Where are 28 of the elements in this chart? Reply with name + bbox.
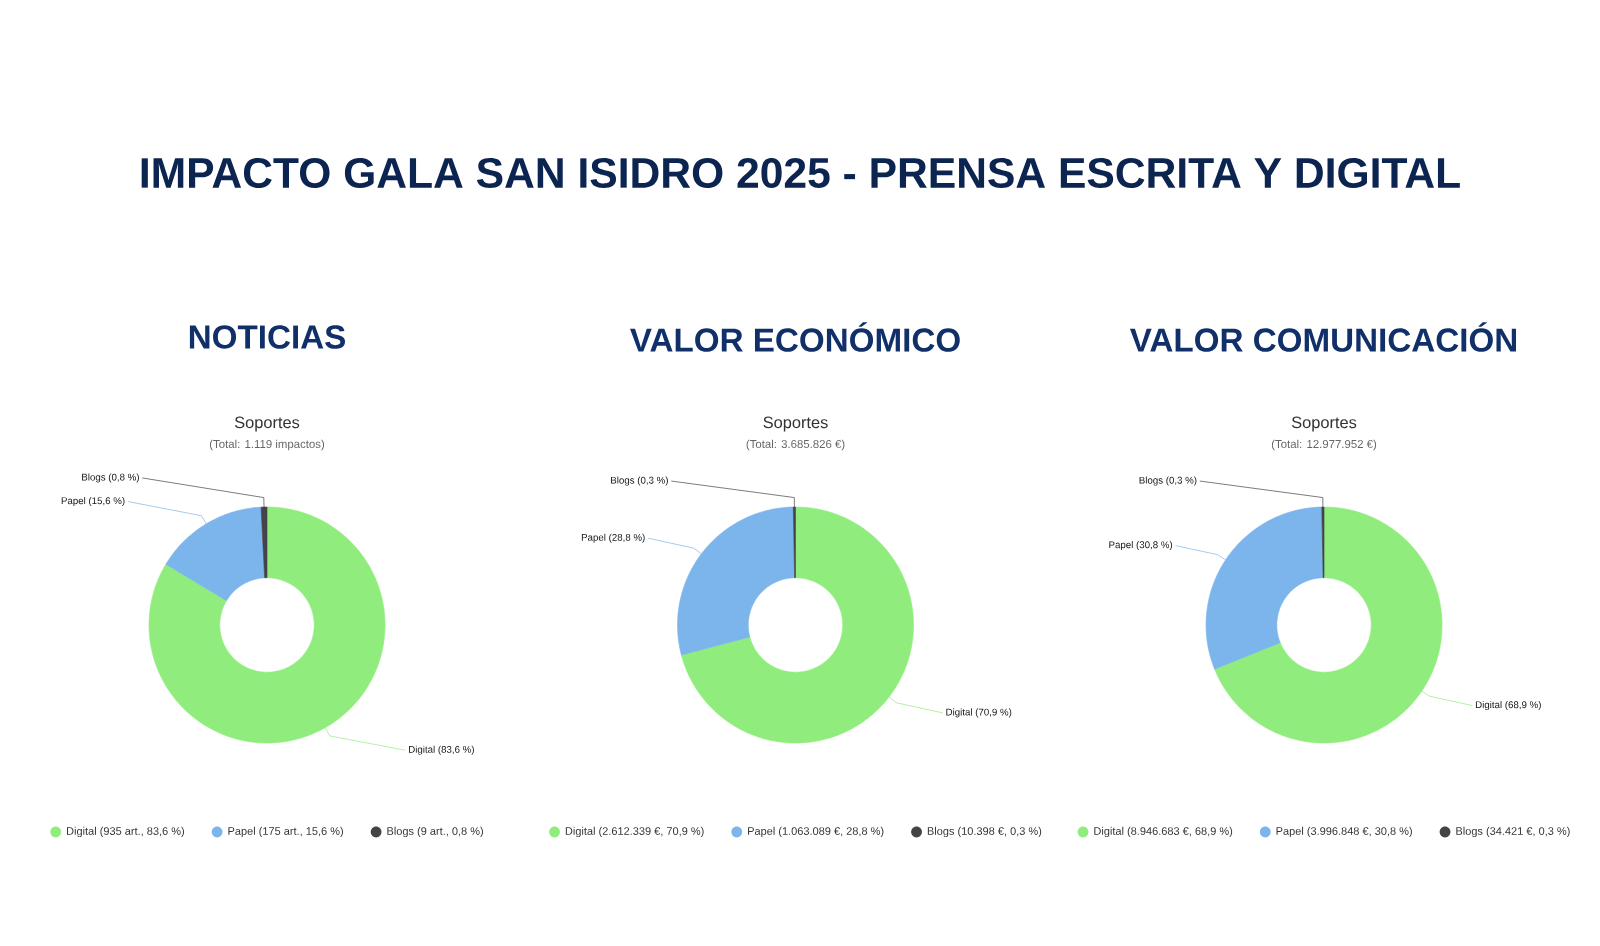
text: (Total: 12.977.952 €) — [1271, 439, 1377, 451]
data-label: Papel (15,6 %) — [61, 497, 125, 507]
text: (Total: 3.685.826 €) — [746, 439, 845, 451]
data-label: Digital (83,6 %) — [409, 745, 474, 755]
legend-label: Papel (1.063.089 €, 28,8 %) — [748, 826, 884, 838]
chart-subtitle: Soportes — [1291, 416, 1357, 432]
data-label: Papel (30,8 %) — [1109, 541, 1173, 551]
legend-label: Papel (3.996.848 €, 30,8 %) — [1276, 826, 1412, 838]
chart-subtitle: Soportes — [234, 416, 300, 432]
legend-label: Digital (8.946.683 €, 68,9 %) — [1094, 826, 1233, 838]
text: (Total: 1.119 impactos) — [209, 439, 325, 451]
text: IMPACTO GALA SAN ISIDRO 2025 - PRENSA ESCRITA Y DIGITAL — [141, 157, 1460, 189]
chart-title: VALOR COMUNICACIÓN — [1129, 322, 1516, 352]
data-label: Papel (28,8 %) — [581, 533, 645, 543]
data-label: Digital (68,9 %) — [1475, 701, 1541, 711]
legend-label: Digital (935 art., 83,6 %) — [67, 826, 184, 838]
chart-title: NOTICIAS — [189, 325, 346, 349]
chart-subtitle: Soportes — [763, 416, 828, 432]
legend-label: Blogs (34.421 €, 0,3 %) — [1456, 826, 1570, 838]
data-label: Digital (70,9 %) — [946, 708, 1012, 718]
legend-label: Digital (2.612.339 €, 70,9 %) — [565, 826, 704, 838]
data-label: Blogs (0,3 %) — [611, 476, 668, 486]
data-label: Blogs (0,8 %) — [82, 473, 139, 483]
data-label: Blogs (0,3 %) — [1139, 476, 1197, 486]
legend-label: Blogs (10.398 €, 0,3 %) — [927, 826, 1042, 838]
chart-title: VALOR ECONÓMICO — [630, 322, 960, 352]
legend-label: Blogs (9 art., 0,8 %) — [387, 826, 483, 838]
legend-label: Papel (175 art., 15,6 %) — [228, 826, 343, 838]
